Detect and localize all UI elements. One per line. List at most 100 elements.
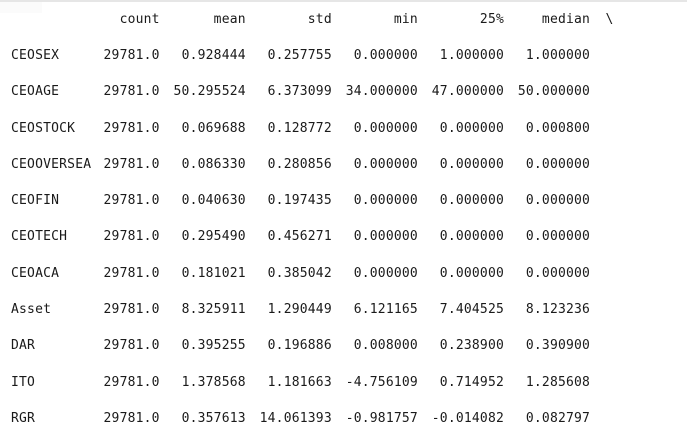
cell-count: 29781.0 <box>103 265 160 281</box>
row-label: CEOTECH <box>11 229 68 245</box>
cell-25pct: 47.000000 <box>431 84 505 100</box>
cell-count: 29781.0 <box>103 47 160 63</box>
cell-count: 29781.0 <box>103 229 160 245</box>
cell-count: 29781.0 <box>103 302 160 318</box>
cell-min: 34.000000 <box>345 84 418 100</box>
row-label: ITO <box>11 374 36 390</box>
cell-count: 29781.0 <box>103 120 160 136</box>
cell-median: 1.285608 <box>525 374 591 390</box>
cell-mean: 50.295524 <box>173 84 246 100</box>
cell-25pct: 1.000000 <box>439 47 505 63</box>
cell-25pct: 0.238900 <box>439 338 505 354</box>
cell-25pct: 0.000000 <box>439 120 505 136</box>
cell-std: 0.456271 <box>267 229 332 245</box>
cell-mean: 1.378568 <box>181 374 246 390</box>
cell-count: 29781.0 <box>103 338 160 354</box>
column-header-count: count <box>119 11 160 27</box>
cell-min: 0.000000 <box>353 120 418 136</box>
cell-median: 0.390900 <box>525 338 591 354</box>
cell-min: 0.000000 <box>353 265 418 281</box>
cell-std: 0.197435 <box>267 193 332 209</box>
cell-min: 6.121165 <box>353 302 418 318</box>
cell-25pct: 0.000000 <box>439 229 505 245</box>
cell-count: 29781.0 <box>103 374 160 390</box>
column-header-25pct: 25% <box>479 11 505 27</box>
cell-mean: 8.325911 <box>181 302 246 318</box>
row-label: CEOSEX <box>11 47 60 63</box>
cell-min: 0.000000 <box>353 47 418 63</box>
cell-25pct: 0.000000 <box>439 265 505 281</box>
row-label: RGR <box>11 410 36 424</box>
cell-25pct: 7.404525 <box>439 302 505 318</box>
corner-artifact <box>0 2 42 13</box>
row-label: CEOACA <box>11 265 60 281</box>
cell-min: 0.000000 <box>353 193 418 209</box>
row-label: CEOSTOCK <box>11 120 76 136</box>
table-row: Asset 29781.0 8.325911 1.290449 6.121165 7.40… <box>11 291 687 327</box>
cell-median: 0.082797 <box>525 410 591 424</box>
cell-std: 14.061393 <box>259 410 332 424</box>
cell-count: 29781.0 <box>103 156 160 172</box>
cell-std: 1.290449 <box>267 302 332 318</box>
cell-mean: 0.928444 <box>181 47 246 63</box>
describe-stats-table: count mean std min 25% median \ CEOSEX 29781.0 0.… <box>11 1 687 424</box>
cell-std: 1.181663 <box>267 374 332 390</box>
cell-mean: 0.357613 <box>181 410 246 424</box>
table-header-row: count mean std min 25% median \ <box>11 1 687 37</box>
cell-median: 1.000000 <box>525 47 591 63</box>
cell-min: 0.000000 <box>353 229 418 245</box>
cell-std: 0.196886 <box>267 338 332 354</box>
cell-median: 0.000000 <box>525 265 591 281</box>
row-label: CEOFIN <box>11 193 60 209</box>
table-row: CEOSTOCK 29781.0 0.069688 0.128772 0.000000 0… <box>11 110 687 146</box>
cell-median: 0.000000 <box>525 193 591 209</box>
row-label: CEOAGE <box>11 84 60 100</box>
cell-count: 29781.0 <box>103 193 160 209</box>
cell-25pct: 0.000000 <box>439 193 505 209</box>
table-row: CEOAGE 29781.0 50.295524 6.373099 34.000000 4… <box>11 74 687 110</box>
table-row: CEOTECH 29781.0 0.295490 0.456271 0.000000 0.… <box>11 219 687 255</box>
cell-std: 0.385042 <box>267 265 332 281</box>
row-label: CEOOVERSEA <box>11 156 92 172</box>
cell-count: 29781.0 <box>103 410 160 424</box>
table-row: CEOSEX 29781.0 0.928444 0.257755 0.000000 1.0… <box>11 37 687 73</box>
row-label: Asset <box>11 302 52 318</box>
cell-min: -0.981757 <box>345 410 418 424</box>
cell-median: 50.000000 <box>517 84 591 100</box>
cell-25pct: 0.000000 <box>439 156 505 172</box>
cell-mean: 0.040630 <box>181 193 246 209</box>
cell-median: 0.000000 <box>525 229 591 245</box>
cell-mean: 0.069688 <box>181 120 246 136</box>
table-row: CEOACA 29781.0 0.181021 0.385042 0.000000 0.0… <box>11 255 687 291</box>
column-header-min: min <box>393 11 418 27</box>
cell-std: 6.373099 <box>267 84 332 100</box>
cell-mean: 0.395255 <box>181 338 246 354</box>
table-row: RGR 29781.0 0.357613 14.061393 -0.981757 -0.0… <box>11 400 687 424</box>
table-row: ITO 29781.0 1.378568 1.181663 -4.756109 0.714… <box>11 364 687 400</box>
cell-25pct: -0.014082 <box>431 410 505 424</box>
cell-min: 0.008000 <box>353 338 418 354</box>
table-row: DAR 29781.0 0.395255 0.196886 0.008000 0.2389… <box>11 328 687 364</box>
cell-min: 0.000000 <box>353 156 418 172</box>
cell-std: 0.257755 <box>267 47 332 63</box>
column-header-mean: mean <box>213 11 246 27</box>
column-header-median: median <box>541 11 591 27</box>
cell-std: 0.280856 <box>267 156 332 172</box>
row-label: DAR <box>11 338 36 354</box>
top-edge-line <box>0 0 687 2</box>
cell-mean: 0.086330 <box>181 156 246 172</box>
line-continuation-backslash: \ <box>605 11 614 27</box>
cell-std: 0.128772 <box>267 120 332 136</box>
cell-min: -4.756109 <box>345 374 418 390</box>
table-row: CEOFIN 29781.0 0.040630 0.197435 0.000000 0.0… <box>11 182 687 218</box>
cell-mean: 0.181021 <box>181 265 246 281</box>
cell-mean: 0.295490 <box>181 229 246 245</box>
cell-median: 0.000800 <box>525 120 591 136</box>
cell-25pct: 0.714952 <box>439 374 505 390</box>
cell-count: 29781.0 <box>103 84 160 100</box>
column-header-std: std <box>307 11 332 27</box>
cell-median: 0.000000 <box>525 156 591 172</box>
cell-median: 8.123236 <box>525 302 591 318</box>
table-row: CEOOVERSEA 29781.0 0.086330 0.280856 0.00000… <box>11 146 687 182</box>
